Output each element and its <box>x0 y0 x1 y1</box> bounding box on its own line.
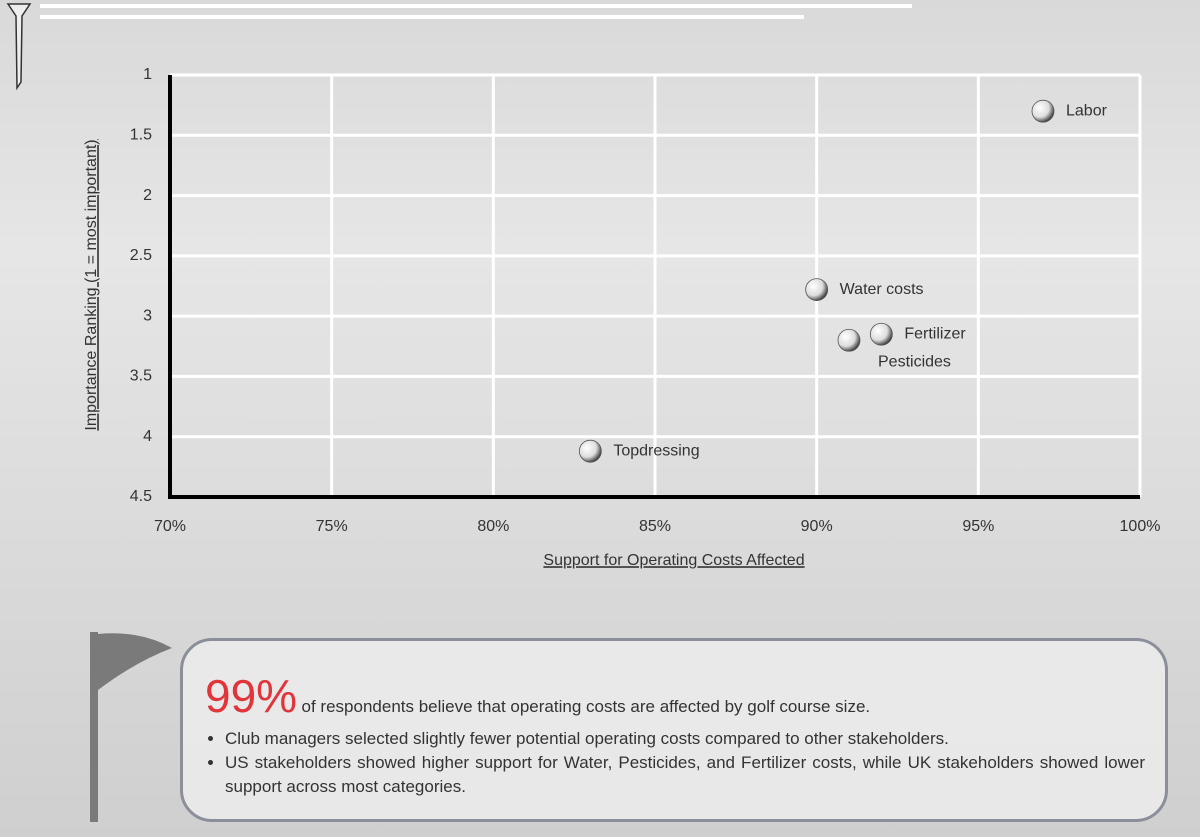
x-tick-label: 85% <box>639 518 671 535</box>
y-tick-label: 2.5 <box>130 247 152 264</box>
point-label: Fertilizer <box>904 325 966 342</box>
flag-pole <box>90 632 98 822</box>
bullet: US stakeholders showed higher support fo… <box>225 751 1145 799</box>
bullet-list: Club managers selected slightly fewer po… <box>205 727 1145 799</box>
y-tick-label: 1 <box>143 66 152 83</box>
point-label: Water costs <box>840 281 924 298</box>
callout-text: of respondents believe that operating co… <box>301 697 871 716</box>
tee-icon <box>6 3 32 91</box>
golf-ball <box>805 278 829 302</box>
y-tick-label: 3 <box>143 307 152 324</box>
golf-ball <box>869 322 893 346</box>
flag <box>98 633 172 690</box>
golf-ball <box>837 328 861 352</box>
x-tick-label: 75% <box>316 518 348 535</box>
y-tick-label: 4.5 <box>130 488 152 505</box>
y-tick-label: 2 <box>143 187 152 204</box>
y-tick-label: 1.5 <box>130 127 152 144</box>
point-label: Labor <box>1066 102 1108 119</box>
x-tick-label: 70% <box>154 518 186 535</box>
y-tick-label: 4 <box>143 428 152 445</box>
golf-ball <box>578 439 602 463</box>
y-axis-label: Importance Ranking (1 = most important) <box>83 139 100 430</box>
highlight-number: 99% <box>205 670 298 722</box>
callout-box: 99% of respondents believe that operatin… <box>180 638 1168 822</box>
point-label: Topdressing <box>613 442 699 459</box>
x-axis-label: Support for Operating Costs Affected <box>543 552 804 569</box>
y-tick-label: 3.5 <box>130 368 152 385</box>
golf-ball <box>1031 99 1055 123</box>
x-tick-label: 80% <box>477 518 509 535</box>
bullet: Club managers selected slightly fewer po… <box>225 727 1145 751</box>
x-tick-label: 90% <box>801 518 833 535</box>
point-label: Pesticides <box>878 353 951 370</box>
x-tick-label: 95% <box>962 518 994 535</box>
x-tick-label: 100% <box>1120 518 1161 535</box>
